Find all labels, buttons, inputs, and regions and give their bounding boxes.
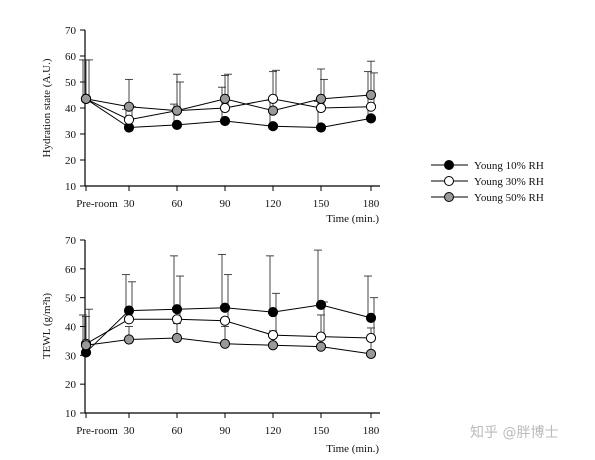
data-point: [268, 106, 277, 115]
data-point: [220, 94, 229, 103]
data-point: [268, 341, 277, 350]
data-point: [366, 114, 375, 123]
legend-label: Young 30% RH: [474, 176, 544, 188]
y-axis-label: Hydration state (A.U.): [41, 58, 53, 157]
data-point: [172, 333, 181, 342]
legend-label: Young 50% RH: [474, 192, 544, 204]
data-point: [172, 106, 181, 115]
y-tick-label: 10: [65, 181, 77, 193]
x-tick-label: 150: [313, 425, 330, 437]
data-point: [366, 313, 375, 322]
data-point: [220, 116, 229, 125]
y-tick-label: 30: [65, 129, 77, 141]
legend-marker: [445, 193, 454, 202]
y-tick-label: 20: [65, 379, 77, 391]
x-tick-label: 90: [220, 425, 232, 437]
y-tick-label: 60: [65, 51, 77, 63]
y-tick-label: 50: [65, 293, 77, 305]
x-tick-label: 120: [265, 198, 282, 210]
x-tick-label: 150: [313, 198, 330, 210]
data-point: [316, 123, 325, 132]
y-tick-label: 30: [65, 350, 77, 362]
data-point: [220, 303, 229, 312]
data-point: [268, 307, 277, 316]
data-point: [220, 339, 229, 348]
data-point: [220, 316, 229, 325]
data-point: [124, 315, 133, 324]
y-tick-label: 60: [65, 264, 77, 276]
x-tick-label: 90: [220, 198, 232, 210]
data-point: [316, 103, 325, 112]
data-point: [172, 315, 181, 324]
x-tick-label: 180: [363, 198, 380, 210]
data-point: [316, 94, 325, 103]
data-point: [366, 349, 375, 358]
legend-marker: [445, 161, 454, 170]
legend: Young 10% RH Young 30% RH Young 50% RH: [431, 160, 544, 204]
y-tick-label: 40: [65, 103, 77, 115]
y-tick-label: 10: [65, 408, 77, 420]
data-point: [366, 90, 375, 99]
data-point: [124, 306, 133, 315]
data-point: [124, 115, 133, 124]
legend-marker: [445, 177, 454, 186]
legend-label: Young 10% RH: [474, 160, 544, 172]
x-tick-label: Pre-room: [76, 198, 118, 210]
data-point: [81, 94, 90, 103]
x-axis-label: Time (min.): [326, 213, 379, 225]
x-tick-label: 120: [265, 425, 282, 437]
hydration-panel: 10 20 30 40 50 60 70 Pre-room 30 60 90 120 150 180 Hyd…: [41, 25, 380, 225]
data-point: [316, 342, 325, 351]
y-tick-label: 50: [65, 77, 77, 89]
data-point: [268, 331, 277, 340]
data-point: [220, 103, 229, 112]
data-point: [316, 332, 325, 341]
y-tick-label: 40: [65, 322, 77, 334]
data-point: [172, 305, 181, 314]
y-tick-label: 70: [65, 25, 77, 37]
data-point: [124, 335, 133, 344]
x-tick-label: 30: [124, 425, 136, 437]
y-axis-label: TEWL (g/m²h): [41, 293, 53, 359]
data-point: [366, 102, 375, 111]
y-tick-label: 70: [65, 235, 77, 247]
y-tick-label: 20: [65, 155, 77, 167]
x-tick-label: 180: [363, 425, 380, 437]
data-point: [172, 120, 181, 129]
tewl-panel: 10 20 30 40 50 60 70 Pre-room 30 60 90 120 150 180 TEW…: [41, 235, 380, 455]
data-point: [268, 122, 277, 131]
data-point: [81, 341, 90, 350]
x-tick-label: Pre-room: [76, 425, 118, 437]
x-tick-label: 30: [124, 198, 136, 210]
data-point: [124, 102, 133, 111]
watermark: 知乎 @胖博士: [470, 424, 558, 441]
x-tick-label: 60: [172, 198, 184, 210]
data-point: [366, 333, 375, 342]
x-axis-label: Time (min.): [326, 443, 379, 455]
data-point: [268, 94, 277, 103]
x-tick-label: 60: [172, 425, 184, 437]
data-point: [316, 300, 325, 309]
